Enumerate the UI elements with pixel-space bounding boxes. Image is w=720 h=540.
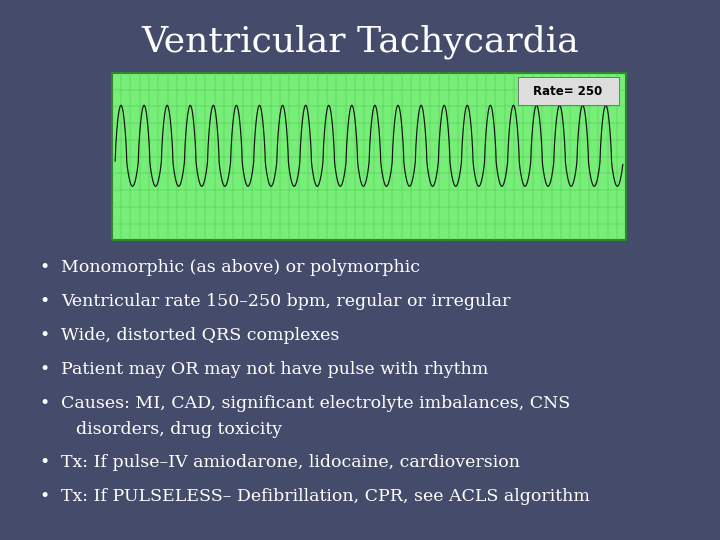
FancyBboxPatch shape — [518, 77, 619, 105]
Text: Ventricular rate 150–250 bpm, regular or irregular: Ventricular rate 150–250 bpm, regular or… — [61, 293, 510, 310]
Text: disorders, drug toxicity: disorders, drug toxicity — [76, 421, 282, 438]
Text: Rate= 250: Rate= 250 — [533, 85, 602, 98]
Text: •: • — [40, 327, 50, 344]
FancyBboxPatch shape — [112, 73, 626, 240]
Text: •: • — [40, 293, 50, 310]
Text: Wide, distorted QRS complexes: Wide, distorted QRS complexes — [61, 327, 340, 344]
Text: •: • — [40, 259, 50, 276]
Text: •: • — [40, 488, 50, 505]
Text: Tx: If PULSELESS– Defibrillation, CPR, see ACLS algorithm: Tx: If PULSELESS– Defibrillation, CPR, s… — [61, 488, 590, 505]
Text: Ventricular Tachycardia: Ventricular Tachycardia — [141, 24, 579, 59]
Text: Tx: If pulse–IV amiodarone, lidocaine, cardioversion: Tx: If pulse–IV amiodarone, lidocaine, c… — [61, 454, 521, 471]
Text: Causes: MI, CAD, significant electrolyte imbalances, CNS: Causes: MI, CAD, significant electrolyte… — [61, 395, 570, 412]
Text: Monomorphic (as above) or polymorphic: Monomorphic (as above) or polymorphic — [61, 259, 420, 276]
Text: •: • — [40, 361, 50, 378]
Text: •: • — [40, 395, 50, 412]
Text: Patient may OR may not have pulse with rhythm: Patient may OR may not have pulse with r… — [61, 361, 488, 378]
Text: •: • — [40, 454, 50, 471]
